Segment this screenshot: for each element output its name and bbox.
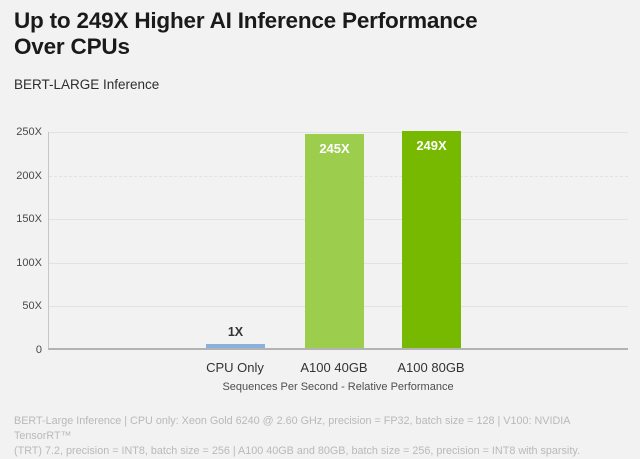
- bar-value-label-a100-40gb: 245X: [319, 141, 350, 156]
- bar-a100-80gb: 249X: [402, 131, 461, 348]
- bar-value-label-a100-80gb: 249X: [416, 138, 447, 153]
- gridline-250x: [49, 132, 628, 133]
- footnote: BERT-Large Inference | CPU only: Xeon Go…: [14, 414, 630, 459]
- chart-title: Up to 249X Higher AI Inference Performan…: [14, 8, 614, 60]
- chart-subtitle: BERT-LARGE Inference: [14, 77, 160, 92]
- y-axis-tick-200x: 200X: [16, 170, 42, 182]
- bar-value-label-cpu-only: 1X: [227, 325, 244, 339]
- y-axis-tick-0: 0: [35, 344, 42, 356]
- footnote-line-2: (TRT) 7.2, precision = INT8, batch size …: [14, 445, 580, 457]
- x-axis-label: Sequences Per Second - Relative Performa…: [222, 381, 454, 393]
- bar-cpu-only: 1X: [206, 325, 265, 348]
- x-axis-category-a100-80gb: A100 80GB: [397, 360, 465, 375]
- chart-title-line-2: Over CPUs: [14, 34, 130, 59]
- x-axis-category-cpu-only: CPU Only: [206, 360, 264, 375]
- y-axis-tick-150x: 150X: [16, 213, 42, 225]
- bar-a100-40gb: 245X: [305, 134, 364, 348]
- chart-title-line-1: Up to 249X Higher AI Inference Performan…: [14, 8, 478, 33]
- y-axis-tick-100x: 100X: [16, 257, 42, 269]
- y-axis-tick-50x: 50X: [22, 300, 42, 312]
- footnote-line-1: BERT-Large Inference | CPU only: Xeon Go…: [14, 415, 570, 442]
- y-axis-tick-250x: 250X: [16, 126, 42, 138]
- x-axis-category-a100-40gb: A100 40GB: [300, 360, 368, 375]
- plot-area: 1X 245X 249X: [48, 131, 628, 350]
